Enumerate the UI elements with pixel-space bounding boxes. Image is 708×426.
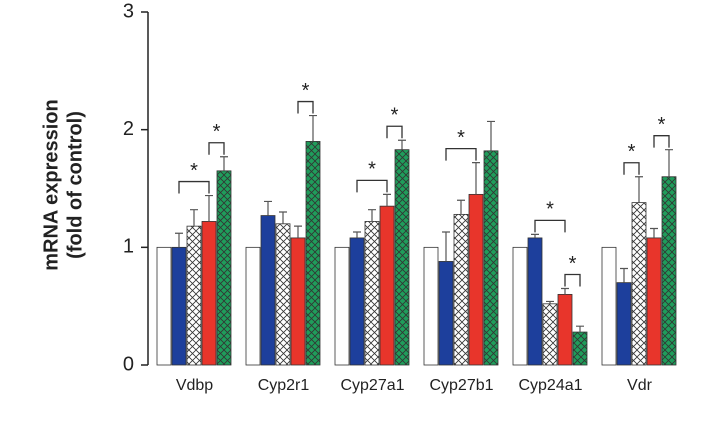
error-bar bbox=[442, 231, 450, 262]
x-tick-label: Cyp27a1 bbox=[340, 377, 404, 394]
significance-bracket bbox=[623, 162, 640, 175]
significance-label: * bbox=[546, 199, 554, 221]
error-bar bbox=[665, 149, 673, 177]
significance-label: * bbox=[391, 105, 399, 127]
bar bbox=[379, 205, 395, 366]
error-bar bbox=[546, 300, 554, 304]
error-bar bbox=[190, 209, 198, 227]
bar bbox=[349, 237, 365, 366]
x-tick-label: Vdr bbox=[627, 377, 653, 394]
error-bar bbox=[353, 231, 361, 238]
significance-bracket bbox=[356, 179, 388, 193]
significance-bracket bbox=[653, 135, 670, 148]
error-bar bbox=[650, 227, 658, 238]
bar bbox=[542, 303, 558, 366]
bar bbox=[512, 246, 528, 366]
y-tick-label: 0 bbox=[123, 353, 134, 375]
bar bbox=[305, 141, 321, 366]
significance-bracket bbox=[297, 100, 314, 114]
significance-label: * bbox=[213, 121, 221, 143]
x-tick-label: Cyp24a1 bbox=[518, 377, 582, 394]
bar bbox=[290, 237, 306, 366]
error-bar bbox=[175, 232, 183, 248]
error-bar bbox=[279, 211, 287, 224]
bar bbox=[527, 237, 543, 366]
error-bar bbox=[383, 193, 391, 207]
error-bar bbox=[205, 194, 213, 222]
bar bbox=[572, 331, 588, 366]
bar bbox=[186, 225, 202, 366]
bar bbox=[245, 246, 261, 366]
error-bar bbox=[635, 176, 643, 203]
y-axis-label: (fold of control) bbox=[64, 111, 86, 259]
error-bar bbox=[531, 233, 539, 238]
significance-label: * bbox=[658, 114, 666, 136]
error-bar bbox=[309, 114, 317, 142]
bar bbox=[216, 170, 232, 366]
error-bar bbox=[620, 267, 628, 283]
significance-label: * bbox=[302, 80, 310, 102]
significance-label: * bbox=[368, 159, 376, 181]
bar bbox=[557, 293, 573, 366]
x-tick-label: Vdbp bbox=[176, 377, 213, 394]
error-bar bbox=[368, 209, 376, 222]
y-axis-label: mRNA expression bbox=[40, 99, 62, 271]
bar bbox=[453, 213, 469, 366]
bar bbox=[260, 215, 276, 366]
bar bbox=[201, 221, 217, 366]
error-bar bbox=[220, 156, 228, 171]
error-bar bbox=[561, 287, 569, 295]
y-tick-label: 2 bbox=[123, 118, 134, 140]
bar bbox=[156, 246, 172, 366]
significance-bracket bbox=[564, 273, 581, 287]
error-bar bbox=[398, 139, 406, 150]
error-bar bbox=[264, 200, 272, 216]
significance-bracket bbox=[208, 142, 225, 155]
significance-bracket bbox=[386, 125, 403, 139]
bar bbox=[364, 221, 380, 366]
bar bbox=[483, 150, 499, 366]
bar bbox=[334, 246, 350, 366]
bar bbox=[661, 176, 677, 366]
significance-label: * bbox=[457, 127, 465, 149]
bar bbox=[394, 149, 410, 366]
bar bbox=[171, 246, 187, 366]
bar bbox=[423, 246, 439, 366]
error-bar bbox=[294, 225, 302, 238]
bar bbox=[646, 237, 662, 366]
bar bbox=[468, 193, 484, 366]
significance-bracket bbox=[178, 180, 210, 194]
significance-label: * bbox=[569, 253, 577, 275]
bar bbox=[438, 261, 454, 366]
x-tick-label: Cyp27b1 bbox=[429, 377, 493, 394]
bar bbox=[275, 223, 291, 366]
y-tick-label: 3 bbox=[123, 0, 134, 22]
significance-bracket bbox=[445, 147, 477, 161]
error-bar bbox=[576, 325, 584, 333]
bar bbox=[631, 202, 647, 366]
significance-label: * bbox=[190, 160, 198, 182]
bar bbox=[601, 246, 617, 366]
error-bar bbox=[487, 120, 495, 151]
significance-bracket bbox=[534, 219, 566, 233]
significance-label: * bbox=[628, 141, 636, 163]
error-bar bbox=[457, 199, 465, 215]
bar bbox=[616, 282, 632, 366]
x-tick-label: Cyp2r1 bbox=[258, 377, 310, 394]
error-bar bbox=[472, 162, 480, 195]
y-tick-label: 1 bbox=[123, 236, 134, 258]
